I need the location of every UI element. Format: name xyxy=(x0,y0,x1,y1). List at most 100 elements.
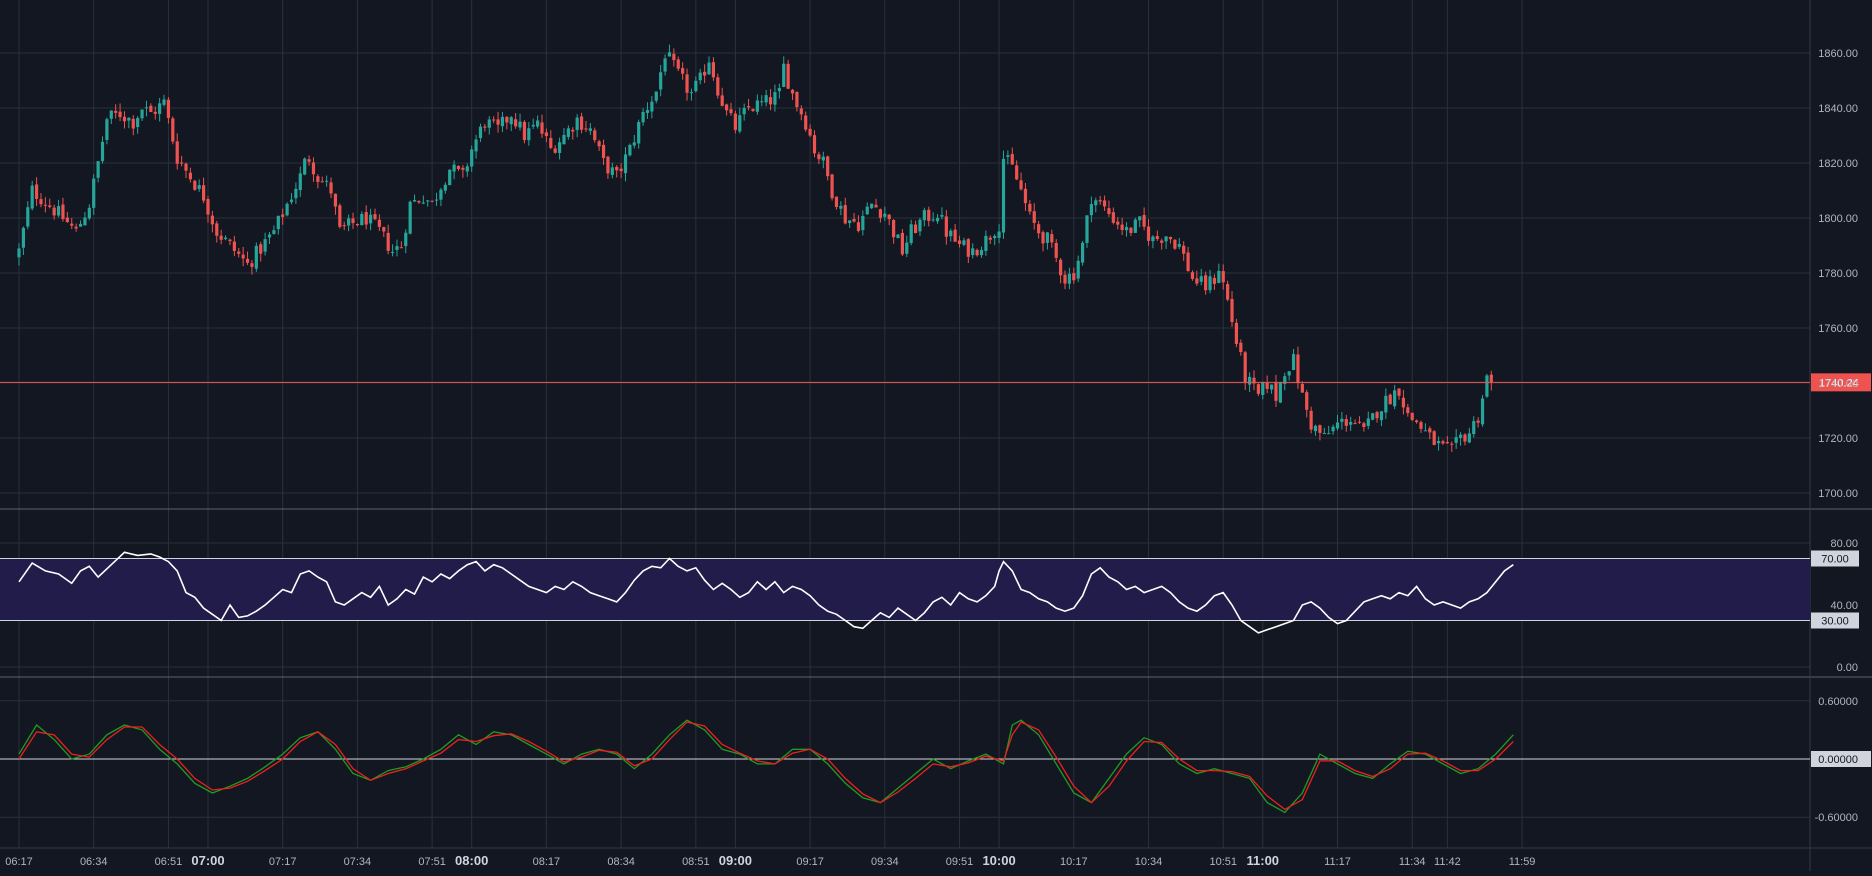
candle[interactable] xyxy=(21,226,25,256)
candle[interactable] xyxy=(1388,393,1392,405)
candle[interactable] xyxy=(1401,390,1406,415)
candle[interactable] xyxy=(1357,416,1362,424)
candle[interactable] xyxy=(1098,195,1102,205)
candle[interactable] xyxy=(289,193,294,205)
candle[interactable] xyxy=(777,83,781,99)
candle[interactable] xyxy=(650,96,654,119)
candle[interactable] xyxy=(1305,389,1309,418)
candle[interactable] xyxy=(984,230,988,256)
candle[interactable] xyxy=(1146,219,1151,246)
candle[interactable] xyxy=(61,197,65,222)
candle[interactable] xyxy=(1234,318,1239,348)
candle[interactable] xyxy=(52,204,56,220)
candle[interactable] xyxy=(232,235,236,257)
candle[interactable] xyxy=(514,113,518,129)
candle[interactable] xyxy=(144,100,149,117)
candle[interactable] xyxy=(716,73,720,99)
candle[interactable] xyxy=(1063,270,1067,290)
candle[interactable] xyxy=(795,91,799,112)
candle[interactable] xyxy=(478,123,483,142)
candle[interactable] xyxy=(861,210,865,236)
candle[interactable] xyxy=(470,145,474,172)
candle[interactable] xyxy=(645,102,650,119)
candle[interactable] xyxy=(1230,291,1234,327)
candle[interactable] xyxy=(1480,395,1485,427)
candle[interactable] xyxy=(347,214,351,232)
candle[interactable] xyxy=(1124,222,1129,237)
candle[interactable] xyxy=(817,151,821,165)
candle[interactable] xyxy=(1226,280,1230,302)
candle[interactable] xyxy=(1485,373,1489,398)
candle[interactable] xyxy=(1085,215,1089,248)
candle[interactable] xyxy=(597,139,601,151)
candle[interactable] xyxy=(206,196,210,223)
candle[interactable] xyxy=(1133,217,1137,233)
candle[interactable] xyxy=(1010,147,1014,165)
candle[interactable] xyxy=(452,160,456,180)
candle[interactable] xyxy=(1353,419,1357,425)
candle[interactable] xyxy=(311,157,316,182)
candle[interactable] xyxy=(355,223,360,227)
candle[interactable] xyxy=(1160,238,1164,250)
candle[interactable] xyxy=(1208,269,1212,294)
candle[interactable] xyxy=(360,211,364,226)
candle[interactable] xyxy=(804,111,808,132)
candle[interactable] xyxy=(993,234,997,246)
candle[interactable] xyxy=(896,233,900,239)
candle[interactable] xyxy=(1335,414,1340,431)
candle[interactable] xyxy=(1309,406,1313,434)
candle[interactable] xyxy=(522,120,527,144)
candle[interactable] xyxy=(1006,150,1010,165)
candle[interactable] xyxy=(1221,264,1225,290)
candle[interactable] xyxy=(439,187,443,207)
candle[interactable] xyxy=(496,111,500,133)
candle[interactable] xyxy=(320,176,324,183)
candle[interactable] xyxy=(303,157,307,176)
candle[interactable] xyxy=(87,204,91,221)
candle[interactable] xyxy=(1142,207,1146,231)
candle[interactable] xyxy=(764,89,768,107)
candle[interactable] xyxy=(1489,370,1493,391)
candle[interactable] xyxy=(1239,339,1243,356)
candle[interactable] xyxy=(878,208,883,223)
candle[interactable] xyxy=(377,214,381,231)
candle[interactable] xyxy=(1467,427,1471,444)
candle[interactable] xyxy=(1419,420,1423,433)
candle[interactable] xyxy=(149,103,153,113)
candle[interactable] xyxy=(623,147,628,182)
candle[interactable] xyxy=(364,205,368,230)
candle[interactable] xyxy=(782,56,786,88)
candle[interactable] xyxy=(1384,388,1388,419)
candle[interactable] xyxy=(1261,381,1265,400)
candle[interactable] xyxy=(1186,246,1190,272)
candle[interactable] xyxy=(465,163,469,177)
candle[interactable] xyxy=(272,225,276,235)
candle[interactable] xyxy=(1375,410,1379,423)
candle[interactable] xyxy=(549,130,553,150)
candle[interactable] xyxy=(1322,427,1326,435)
candle[interactable] xyxy=(988,235,992,244)
candle[interactable] xyxy=(935,214,940,224)
candle[interactable] xyxy=(1089,196,1093,223)
candle[interactable] xyxy=(175,133,179,170)
candle[interactable] xyxy=(637,119,641,149)
candle[interactable] xyxy=(531,118,535,130)
candle[interactable] xyxy=(254,242,258,272)
candle[interactable] xyxy=(676,56,680,72)
candle[interactable] xyxy=(56,199,61,218)
candle[interactable] xyxy=(1265,375,1269,394)
candle[interactable] xyxy=(812,130,817,158)
candle[interactable] xyxy=(1138,216,1142,228)
candle[interactable] xyxy=(927,206,931,227)
candle[interactable] xyxy=(351,212,355,229)
candle[interactable] xyxy=(1015,160,1019,181)
candle[interactable] xyxy=(518,113,522,131)
candle[interactable] xyxy=(786,59,790,90)
candle[interactable] xyxy=(386,224,390,255)
candle[interactable] xyxy=(1463,433,1467,446)
candle[interactable] xyxy=(738,107,742,134)
candle[interactable] xyxy=(118,103,122,122)
candle[interactable] xyxy=(1032,203,1036,230)
candle[interactable] xyxy=(259,241,263,262)
candle[interactable] xyxy=(1177,237,1181,250)
